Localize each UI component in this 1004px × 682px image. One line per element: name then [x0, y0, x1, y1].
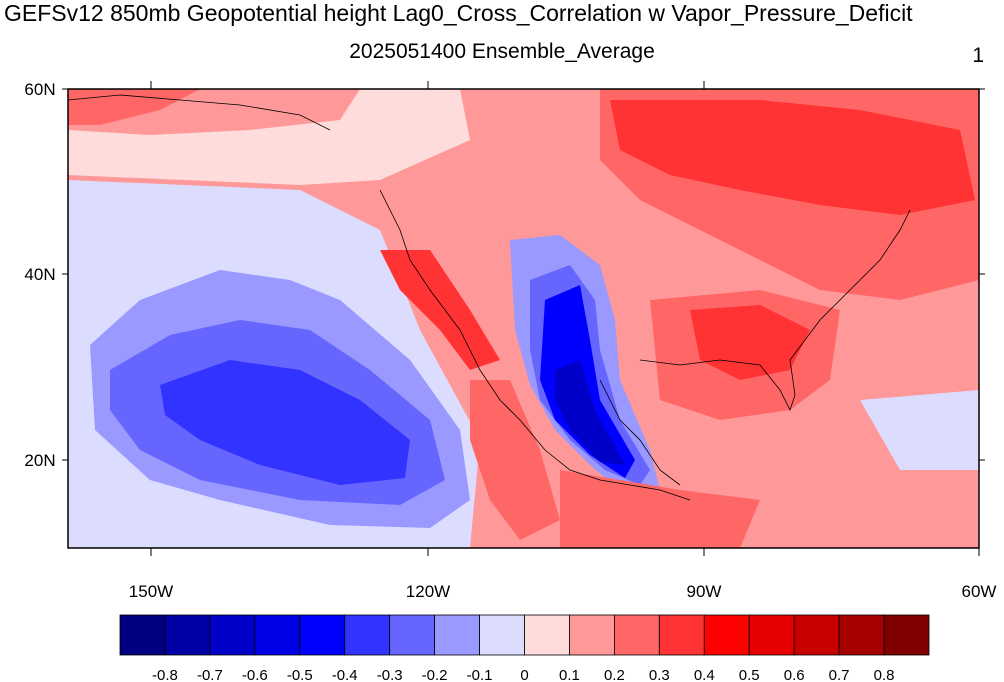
- colorbar-label: 0.2: [604, 667, 625, 682]
- lat-label-60n: 60N: [24, 80, 55, 99]
- colorbar-swatch: [344, 614, 391, 656]
- lon-label-120w: 120W: [406, 582, 450, 601]
- colorbar-label: -0.2: [422, 667, 448, 682]
- figure-title: GEFSv12 850mb Geopotential height Lag0_C…: [4, 0, 913, 26]
- correlation-field: [68, 89, 979, 548]
- colorbar-swatch: [434, 614, 480, 656]
- colorbar-label: -0.1: [467, 667, 493, 682]
- field-light-blue-caribbean: [860, 390, 979, 470]
- coastline: [68, 94, 911, 501]
- figure-subtitle: 2025051400 Ensemble_Average: [349, 40, 655, 63]
- colorbar-label: 0.8: [874, 667, 895, 682]
- lat-label-40n: 40N: [24, 265, 55, 284]
- colorbar-labels: -0.8 -0.7 -0.6 -0.5 -0.4 -0.3 -0.2 -0.1 0 0.1 0.2 0…: [152, 667, 894, 682]
- colorbar-swatch: [254, 614, 301, 656]
- colorbar-swatch: [613, 614, 660, 656]
- colorbar-label: -0.8: [152, 667, 178, 682]
- field-red-california: [380, 250, 500, 370]
- panel-number: 1: [972, 44, 984, 67]
- colorbar-swatch: [793, 614, 840, 656]
- colorbar-swatch: [658, 614, 705, 656]
- field-red-hudson: [610, 100, 975, 215]
- colorbar-swatch: [838, 614, 885, 656]
- colorbar-label: 0.5: [739, 667, 760, 682]
- colorbar-swatch: [299, 614, 346, 656]
- field-red-baja: [470, 380, 560, 540]
- colorbar-swatch: [703, 614, 750, 656]
- colorbar-swatch: [389, 614, 436, 656]
- lon-label-90w: 90W: [687, 582, 722, 601]
- colorbar-label: 0.1: [559, 667, 580, 682]
- lon-label-60w: 60W: [962, 582, 997, 601]
- field-red-mexico-south: [560, 470, 760, 548]
- lon-label-150w: 150W: [129, 582, 173, 601]
- colorbar-swatch: [883, 614, 930, 656]
- colorbar-swatch: [209, 614, 256, 656]
- colorbar-swatch: [119, 614, 166, 656]
- colorbar-label: -0.5: [287, 667, 313, 682]
- colorbar-label: 0.6: [784, 667, 805, 682]
- map-ticks: [62, 81, 985, 556]
- field-blue-sw-core: [540, 285, 635, 478]
- colorbar-swatch: [748, 614, 795, 656]
- field-blue-sw-deep: [555, 360, 625, 465]
- field-red-southeast-core: [690, 305, 810, 380]
- colorbar: [119, 614, 930, 656]
- colorbar-label: -0.7: [197, 667, 223, 682]
- colorbar-label: 0.3: [649, 667, 670, 682]
- colorbar-swatch: [479, 614, 525, 656]
- field-mid-red-alaska: [68, 89, 200, 125]
- colorbar-swatch: [569, 614, 615, 656]
- colorbar-label: 0: [520, 667, 528, 682]
- colorbar-label: 0.7: [829, 667, 850, 682]
- lat-label-20n: 20N: [24, 451, 55, 470]
- field-blue-pacific-inner: [160, 360, 410, 485]
- colorbar-swatch: [164, 614, 211, 656]
- colorbar-label: -0.3: [377, 667, 403, 682]
- colorbar-swatch: [524, 614, 570, 656]
- colorbar-label: -0.6: [242, 667, 268, 682]
- colorbar-label: 0.4: [694, 667, 715, 682]
- colorbar-label: -0.4: [332, 667, 358, 682]
- map-frame: [67, 88, 980, 549]
